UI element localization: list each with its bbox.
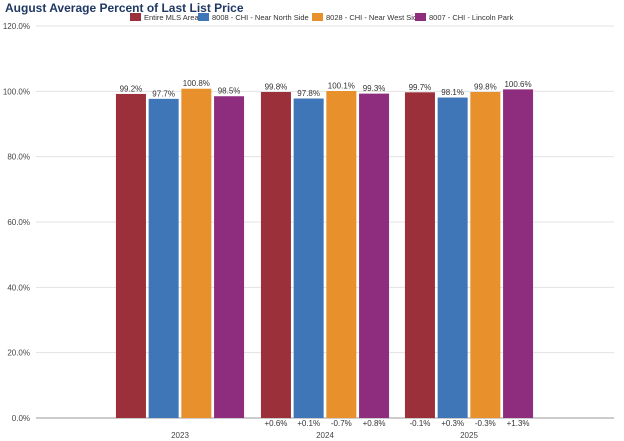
data-label: 99.8% [474,82,497,91]
y-tick-label: 40.0% [7,283,30,292]
bar [181,88,212,418]
data-label: 99.7% [409,83,432,92]
data-label: 99.2% [120,84,143,93]
change-label: -0.7% [331,419,352,428]
legend-swatch [130,13,141,21]
bar [260,91,291,418]
data-label: 98.1% [441,88,464,97]
bar [214,96,245,418]
bar [115,93,146,419]
data-label: 100.6% [504,80,531,89]
data-labels: 99.2% 97.7% 100.8% 98.5% 99.8% +0.6% 97.8% +0.1… [120,79,532,428]
change-label: +0.3% [441,419,464,428]
change-label: -0.1% [409,419,430,428]
x-tick-label: 2025 [460,431,478,440]
y-tick-label: 120.0% [3,22,30,31]
y-tick-label: 20.0% [7,349,30,358]
change-label: +1.3% [507,419,530,428]
data-label: 99.8% [265,82,288,91]
change-label: -0.3% [475,419,496,428]
y-tick-label: 60.0% [7,218,30,227]
bar [326,91,357,419]
bar [503,89,534,418]
bar [359,93,390,419]
bar [470,91,501,418]
legend-label: 8028 - CHI - Near West Side [326,13,421,22]
x-tick-label: 2023 [171,431,189,440]
data-label: 97.7% [152,89,175,98]
bar [293,98,324,419]
legend: Entire MLS Area 8008 - CHI - Near North S… [130,13,513,22]
legend-swatch [198,13,209,21]
legend-swatch [312,13,323,21]
bars [115,88,534,419]
y-tick-label: 80.0% [7,153,30,162]
y-tick-label: 100.0% [3,87,30,96]
y-tick-label: 0.0% [12,414,30,423]
legend-swatch [415,13,426,21]
change-label: +0.1% [297,419,320,428]
legend-label: Entire MLS Area [144,13,199,22]
data-label: 100.8% [183,79,210,88]
data-label: 100.1% [328,82,355,91]
chart-title: August Average Percent of Last List Pric… [5,1,244,15]
data-label: 97.8% [297,89,320,98]
bar [404,92,435,419]
data-label: 98.5% [218,87,241,96]
data-label: 99.3% [363,84,386,93]
legend-label: 8008 - CHI - Near North Side [212,13,309,22]
x-tick-label: 2024 [316,431,334,440]
legend-label: 8007 - CHI - Lincoln Park [429,13,513,22]
change-label: +0.6% [264,419,287,428]
bar [437,97,468,418]
change-label: +0.8% [363,419,386,428]
bar [148,98,179,418]
